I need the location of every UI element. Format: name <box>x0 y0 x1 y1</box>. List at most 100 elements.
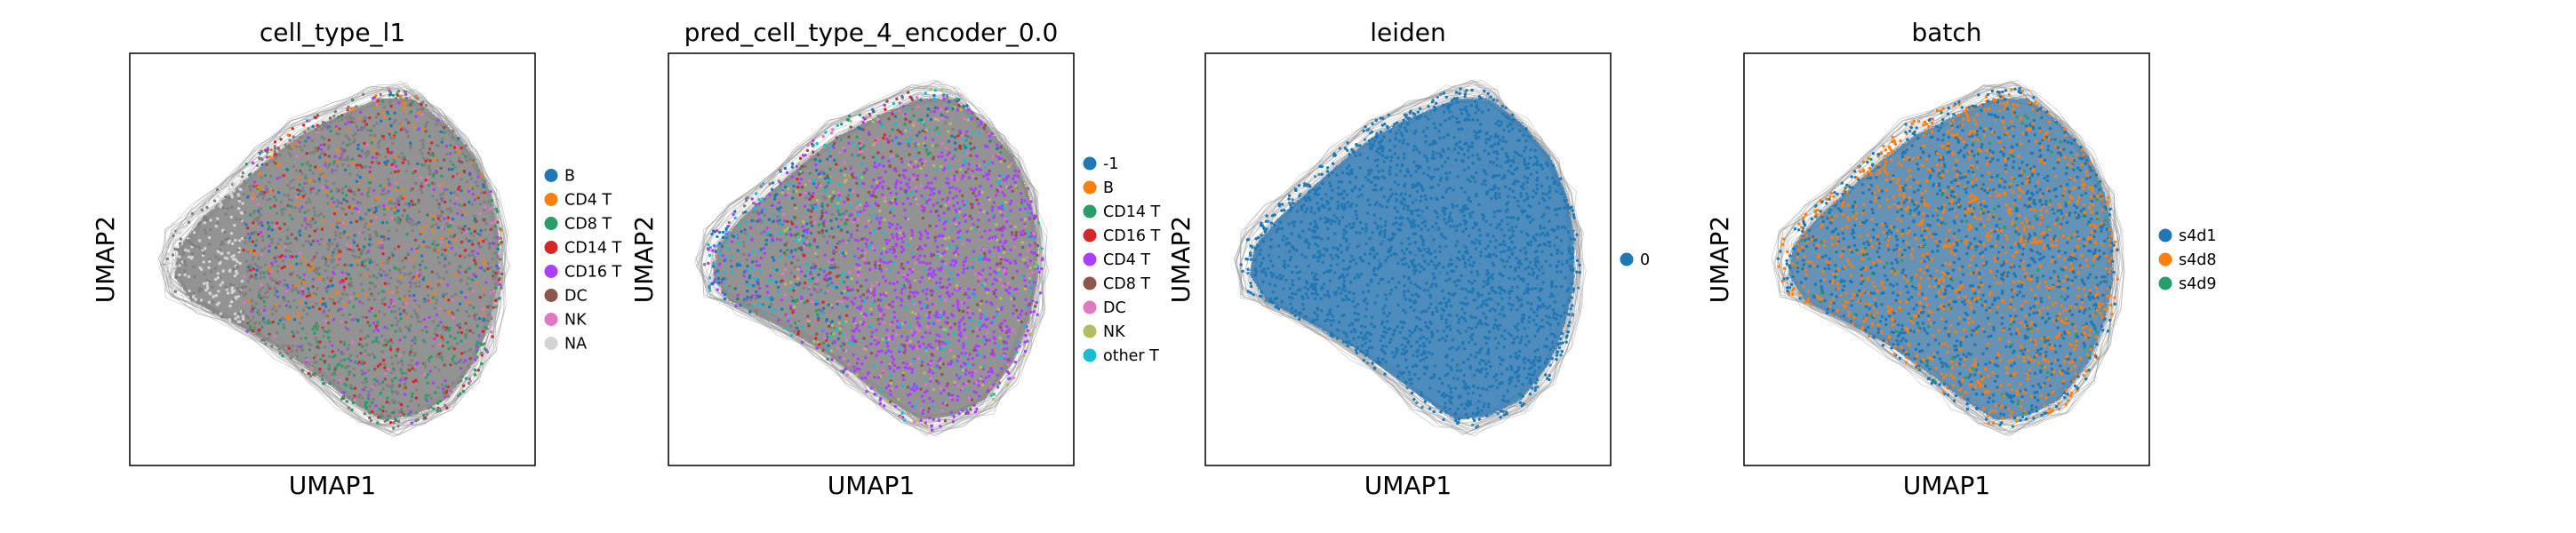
cell-point <box>836 299 840 303</box>
cell-point <box>928 98 932 102</box>
cell-point <box>390 251 394 255</box>
cell-point <box>422 318 426 322</box>
cell-point <box>975 116 980 121</box>
cell-point <box>1008 377 1012 380</box>
cell-point <box>208 259 212 264</box>
cell-point <box>381 410 385 413</box>
cell-point <box>804 243 808 247</box>
cell-point <box>996 180 1000 185</box>
cell-point <box>268 332 271 336</box>
cell-point <box>260 224 264 227</box>
cell-point <box>324 305 328 308</box>
cell-point <box>878 222 882 226</box>
cell-point <box>367 298 371 301</box>
cell-point <box>916 133 919 138</box>
cell-point <box>887 117 891 121</box>
cell-point <box>368 274 372 278</box>
cell-point <box>822 269 826 274</box>
cell-point <box>861 322 865 327</box>
cell-point <box>978 131 981 135</box>
cell-point <box>894 181 899 185</box>
cell-point <box>372 137 375 140</box>
cell-point <box>775 215 780 219</box>
cell-point <box>900 411 904 415</box>
cell-point <box>714 250 717 253</box>
cell-point <box>496 235 500 240</box>
cell-point <box>818 159 822 163</box>
cell-point <box>275 282 279 285</box>
cell-point <box>820 328 824 331</box>
cell-point <box>768 234 772 237</box>
cell-point <box>952 354 956 359</box>
cell-point <box>363 265 367 268</box>
cell-point <box>972 191 975 195</box>
cell-point <box>467 300 470 304</box>
cell-point <box>962 214 965 218</box>
cell-point <box>860 362 864 366</box>
cell-point <box>337 219 341 222</box>
cell-point <box>819 288 823 291</box>
cell-point <box>982 160 986 163</box>
cell-point <box>197 290 202 293</box>
cell-point <box>830 358 834 362</box>
cell-point <box>483 313 486 317</box>
cell-point <box>928 261 932 265</box>
cell-point <box>448 152 452 155</box>
cell-point <box>824 276 828 280</box>
cell-point <box>374 209 378 213</box>
cell-point <box>348 370 351 374</box>
cell-point <box>473 368 477 372</box>
cell-point <box>415 411 419 415</box>
cell-point <box>814 280 819 283</box>
cell-point <box>1019 252 1022 257</box>
cell-point <box>972 146 976 149</box>
cell-point <box>460 375 464 378</box>
cell-point <box>1001 172 1004 177</box>
cell-point <box>348 372 351 377</box>
cell-point <box>342 343 347 346</box>
cell-point <box>340 163 345 167</box>
cell-point <box>975 198 979 202</box>
cell-point <box>409 410 412 414</box>
cell-point <box>933 129 937 132</box>
cell-point <box>314 254 317 258</box>
cell-point <box>171 253 175 257</box>
cell-point <box>339 340 343 344</box>
cell-point <box>237 199 241 203</box>
cell-point <box>229 192 233 195</box>
cell-point <box>421 100 425 104</box>
cell-point <box>815 346 819 350</box>
cell-point <box>800 248 804 252</box>
cell-point <box>856 194 860 197</box>
cell-point <box>383 297 387 300</box>
cell-point <box>1000 234 1004 237</box>
cell-point <box>196 222 201 226</box>
cell-point <box>881 297 884 301</box>
cell-point <box>908 393 912 396</box>
cell-point <box>952 362 956 365</box>
cell-point <box>341 352 345 355</box>
cell-point <box>372 378 377 381</box>
cell-point <box>269 148 273 152</box>
cell-point <box>1002 347 1005 351</box>
cell-point <box>778 213 781 217</box>
cell-point <box>326 165 330 170</box>
cell-point <box>274 153 277 156</box>
cell-point <box>939 425 942 428</box>
cell-point <box>892 363 896 367</box>
cell-point <box>391 399 395 402</box>
cell-point <box>252 315 255 319</box>
cell-point <box>962 271 965 274</box>
cell-point <box>376 421 380 425</box>
cell-point <box>785 171 789 175</box>
cell-point <box>348 300 351 304</box>
cell-point <box>402 100 405 104</box>
cell-point <box>200 208 204 212</box>
cell-point <box>830 196 835 200</box>
cell-point <box>447 228 451 232</box>
cell-point <box>861 163 865 166</box>
cell-point <box>383 362 387 367</box>
cell-point <box>371 340 375 344</box>
cell-point <box>995 279 999 282</box>
cell-point <box>313 229 316 233</box>
